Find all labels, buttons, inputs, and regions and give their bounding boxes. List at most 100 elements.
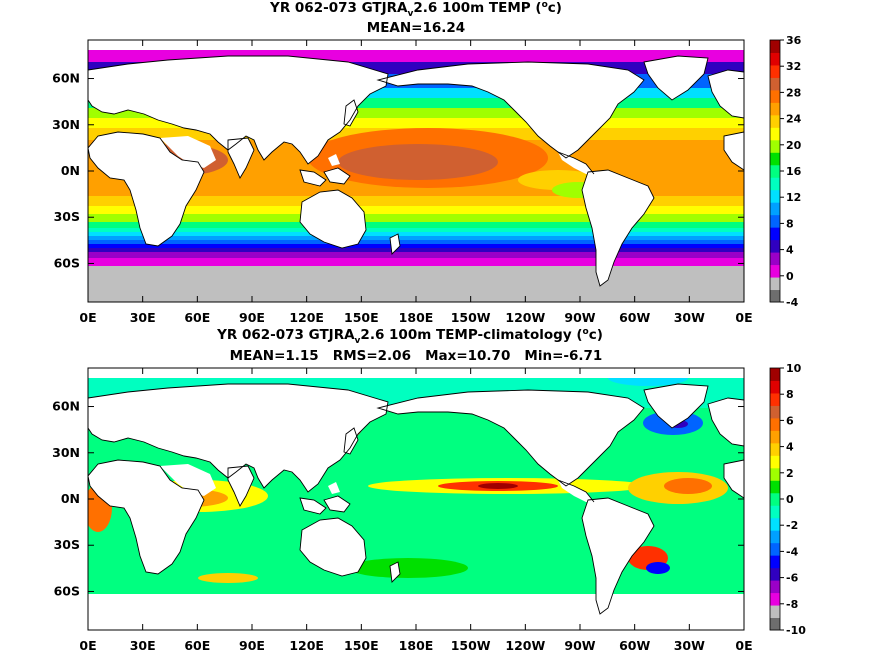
- colorbar-label: -6: [786, 572, 799, 585]
- x-tick-label: 180E: [399, 310, 434, 325]
- x-tick-label: 30E: [130, 310, 156, 325]
- colorbar-swatch: [770, 442, 780, 456]
- panel2-x-axis: 0E 30E 60E 90E 120E 150E 180E 150W 120W 90W 60W 30W…: [79, 368, 753, 653]
- y-tick-label: 0N: [61, 491, 80, 506]
- panel1-colorbar: 36 32 28 24 20 16 12 8 4 0 -4: [769, 34, 802, 309]
- colorbar-swatch: [770, 467, 780, 481]
- colorbar-swatch: [770, 617, 780, 631]
- colorbar-swatch: [770, 430, 780, 444]
- colorbar-swatch: [770, 380, 780, 394]
- x-tick-label: 150W: [451, 638, 491, 653]
- temperature-map-panel: YR 062-073 GTJRAv2.6 100m TEMP (oc) MEAN…: [52, 0, 802, 325]
- colorbar-swatch: [770, 592, 780, 606]
- colorbar-swatch: [770, 368, 780, 381]
- colorbar-label: 20: [786, 139, 802, 152]
- colorbar-swatch: [770, 417, 780, 431]
- x-tick-label: 0E: [79, 310, 96, 325]
- colorbar-label: 24: [786, 113, 802, 126]
- colorbar-swatch: [770, 64, 780, 78]
- colorbar-swatch: [770, 492, 780, 506]
- colorbar-swatch: [770, 114, 780, 128]
- colorbar-swatch: [770, 239, 780, 253]
- colorbar-label: 36: [786, 34, 802, 47]
- y-tick-label: 60N: [52, 399, 80, 414]
- colorbar-label: 8: [786, 217, 794, 230]
- panel1-x-axis: 0E 30E 60E 90E 120E 150E 180E 150W 120W 90W 60W 30W…: [79, 40, 753, 325]
- panel2-field: [88, 368, 744, 630]
- colorbar-swatch: [770, 555, 780, 569]
- x-tick-label: 120W: [505, 638, 545, 653]
- colorbar-swatch: [770, 517, 780, 531]
- colorbar-label: -4: [786, 545, 799, 558]
- x-tick-label: 0E: [79, 638, 96, 653]
- x-tick-label: 30W: [674, 310, 705, 325]
- colorbar-swatch: [770, 455, 780, 469]
- colorbar-swatch: [770, 542, 780, 556]
- anomaly-map-panel: YR 062-073 GTJRAv2.6 100m TEMP-climatolo…: [52, 327, 806, 653]
- panel1-field: [88, 40, 744, 302]
- y-tick-label: 30N: [52, 445, 80, 460]
- colorbar-label: 4: [786, 244, 794, 257]
- x-tick-label: 30W: [674, 638, 705, 653]
- x-tick-label: 120E: [289, 310, 324, 325]
- colorbar-swatch: [770, 505, 780, 519]
- y-tick-label: 30S: [54, 537, 80, 552]
- colorbar-label: 2: [786, 467, 794, 480]
- panel2-colorbar: 10 8 6 4 2 0 -2 -4 -6 -8 -10: [769, 362, 806, 637]
- colorbar-swatch: [770, 102, 780, 116]
- colorbar-swatch: [770, 530, 780, 544]
- colorbar-label: -8: [786, 598, 798, 611]
- colorbar-swatch: [770, 52, 780, 66]
- colorbar-swatch: [770, 202, 780, 216]
- colorbar-label: 4: [786, 441, 794, 454]
- colorbar-label: 10: [786, 362, 802, 375]
- x-tick-label: 150E: [344, 310, 379, 325]
- x-tick-label: 0E: [735, 310, 752, 325]
- panel1-y-axis: 60N 30N 0N 30S 60S: [52, 71, 744, 270]
- colorbar-label: 0: [786, 270, 794, 283]
- y-tick-label: 30N: [52, 117, 80, 132]
- x-tick-label: 60E: [184, 638, 210, 653]
- colorbar-swatch: [770, 214, 780, 228]
- panel1-title: YR 062-073 GTJRAv2.6 100m TEMP (oc): [269, 0, 562, 19]
- colorbar-label: 16: [786, 165, 802, 178]
- colorbar-swatch: [770, 164, 780, 178]
- y-tick-label: 60S: [54, 255, 80, 270]
- colorbar-label: 6: [786, 414, 794, 427]
- colorbar-swatch: [770, 152, 780, 166]
- colorbar-label: 12: [786, 191, 801, 204]
- x-tick-label: 90E: [239, 310, 265, 325]
- x-tick-label: 90W: [564, 310, 595, 325]
- colorbar-swatch: [770, 40, 780, 53]
- colorbar-label: 28: [786, 86, 801, 99]
- colorbar-swatch: [770, 177, 780, 191]
- colorbar-label: 0: [786, 493, 794, 506]
- x-tick-label: 180E: [399, 638, 434, 653]
- colorbar-swatch: [770, 392, 780, 406]
- colorbar-swatch: [770, 277, 780, 291]
- colorbar-swatch: [770, 227, 780, 241]
- colorbar-label: -4: [786, 296, 799, 309]
- x-tick-label: 150W: [451, 310, 491, 325]
- x-tick-label: 120E: [289, 638, 324, 653]
- colorbar-swatch: [770, 264, 780, 278]
- panel2-subtitle: MEAN=1.15 RMS=2.06 Max=10.70 Min=-6.71: [230, 348, 603, 364]
- y-tick-label: 0N: [61, 163, 80, 178]
- x-tick-label: 0E: [735, 638, 752, 653]
- colorbar-label: -10: [786, 624, 806, 637]
- x-tick-label: 60E: [184, 310, 210, 325]
- colorbar-label: 8: [786, 388, 794, 401]
- y-tick-label: 60S: [54, 583, 80, 598]
- colorbar-swatch: [770, 580, 780, 594]
- x-tick-label: 150E: [344, 638, 379, 653]
- colorbar-swatch: [770, 289, 780, 303]
- colorbar-label: 32: [786, 60, 801, 73]
- colorbar-swatch: [770, 252, 780, 266]
- y-tick-label: 60N: [52, 71, 80, 86]
- colorbar-swatch: [770, 89, 780, 103]
- colorbar-swatch: [770, 77, 780, 91]
- colorbar-swatch: [770, 567, 780, 581]
- panel2-y-axis: 60N 30N 0N 30S 60S: [52, 399, 744, 598]
- colorbar-swatch: [770, 189, 780, 203]
